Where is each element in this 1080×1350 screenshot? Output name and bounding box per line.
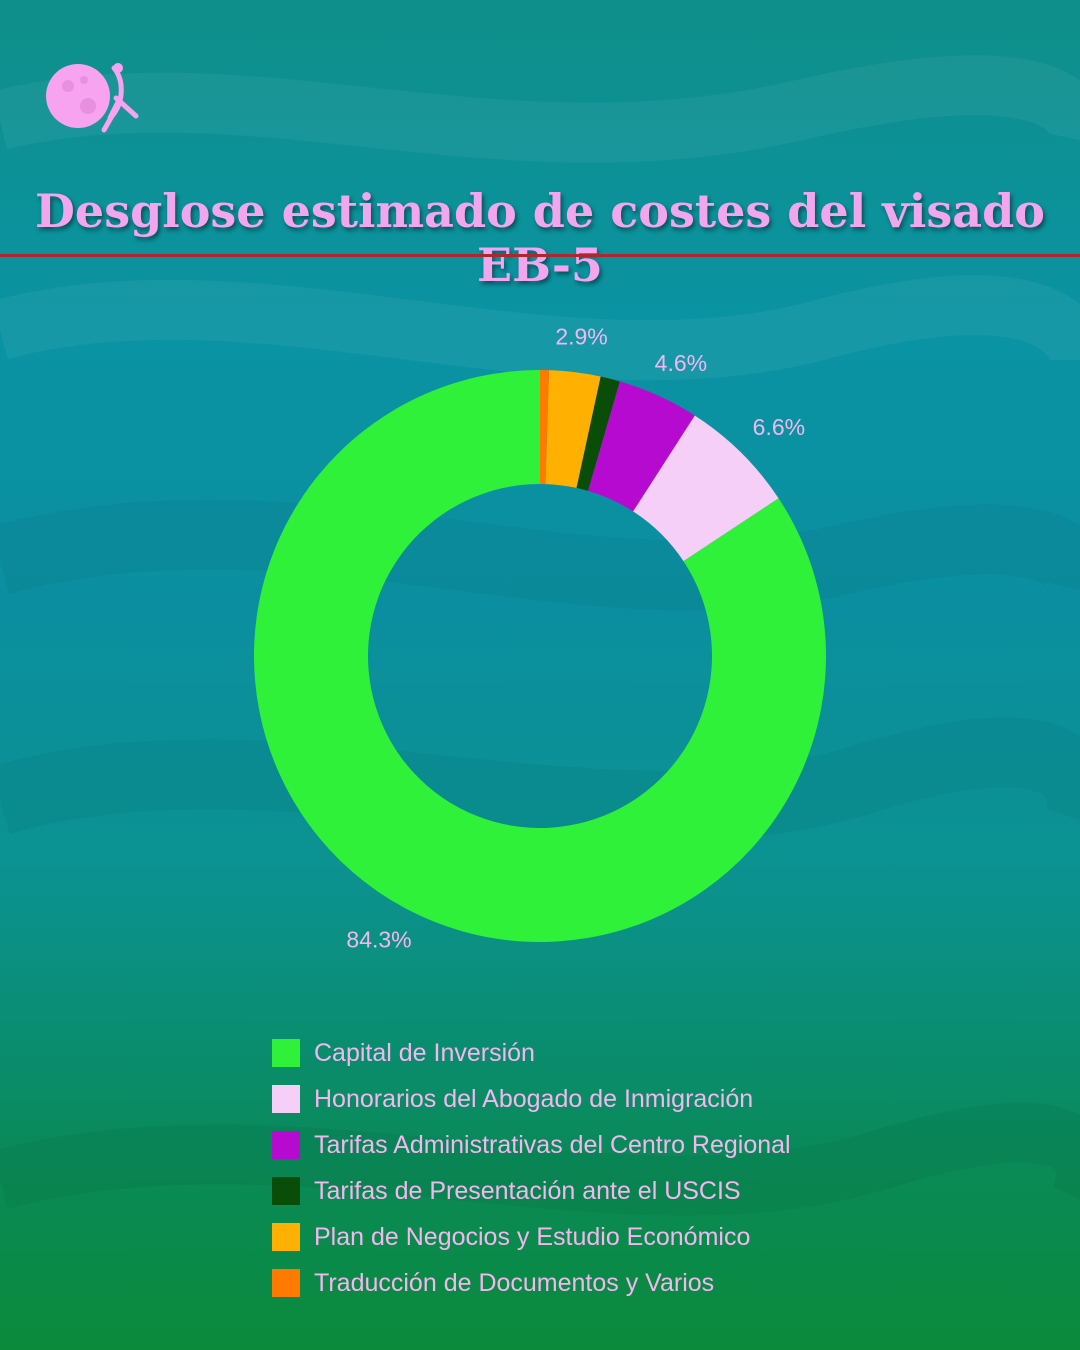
donut-slice-4	[545, 370, 601, 488]
legend-label: Traducción de Documentos y Varios	[314, 1268, 715, 1297]
donut-slice-5	[540, 370, 549, 485]
legend-label: Honorarios del Abogado de Inmigración	[314, 1084, 754, 1113]
legend-item-2: Tarifas Administrativas del Centro Regio…	[272, 1122, 791, 1168]
legend-swatch	[272, 1085, 300, 1113]
chart-legend: Capital de Inversión Honorarios del Aboga…	[272, 1030, 791, 1306]
legend-label: Tarifas de Presentación ante el USCIS	[314, 1176, 741, 1205]
chart-title: Desglose estimado de costes del visado E…	[35, 184, 1045, 292]
legend-label: Plan de Negocios y Estudio Económico	[314, 1222, 751, 1251]
legend-swatch	[272, 1269, 300, 1297]
donut-slice-3	[576, 376, 620, 491]
legend-label: Capital de Inversión	[314, 1038, 535, 1067]
legend-item-3: Tarifas de Presentación ante el USCIS	[272, 1168, 791, 1214]
slice-data-label-1: 6.6%	[753, 414, 805, 440]
donut-slice-1	[633, 415, 779, 562]
legend-item-4: Plan de Negocios y Estudio Económico	[272, 1214, 791, 1260]
donut-slice-0	[253, 370, 826, 942]
legend-item-5: Traducción de Documentos y Varios	[272, 1260, 791, 1306]
slice-data-label-0: 84.3%	[346, 927, 411, 953]
donut-slice-2	[587, 381, 695, 512]
legend-swatch	[272, 1223, 300, 1251]
legend-item-1: Honorarios del Abogado de Inmigración	[272, 1076, 791, 1122]
slice-data-label-2: 4.6%	[655, 350, 707, 376]
moon-figure-logo-icon	[46, 63, 139, 133]
slice-data-label-4: 2.9%	[555, 323, 607, 349]
legend-label: Tarifas Administrativas del Centro Regio…	[314, 1130, 791, 1159]
legend-swatch	[272, 1039, 300, 1067]
title-divider	[0, 254, 1080, 257]
legend-swatch	[272, 1131, 300, 1159]
legend-item-0: Capital de Inversión	[272, 1030, 791, 1076]
legend-swatch	[272, 1177, 300, 1205]
